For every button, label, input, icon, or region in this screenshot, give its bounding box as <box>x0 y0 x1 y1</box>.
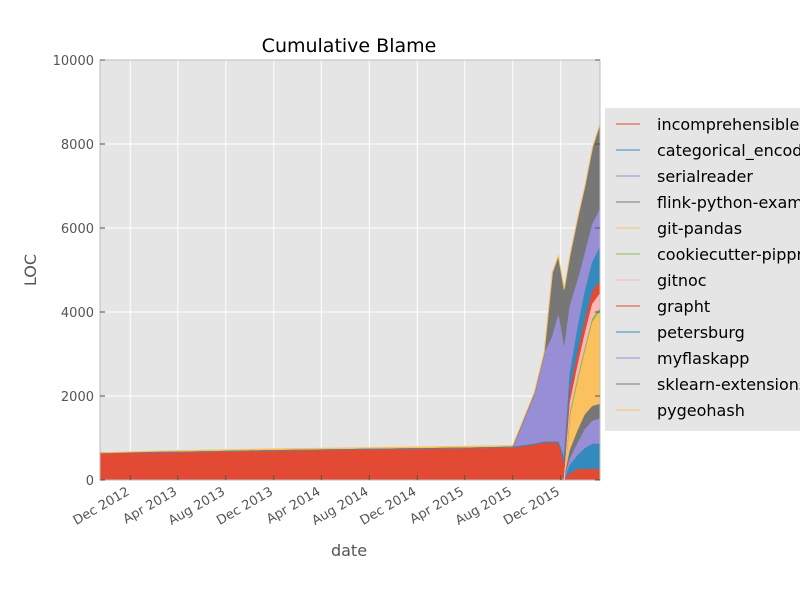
legend-label: incomprehensible <box>657 115 799 134</box>
legend-label: gitnoc <box>657 271 707 290</box>
legend-label: sklearn-extensions <box>657 375 800 394</box>
x-tick-label: Dec 2012 <box>71 484 133 528</box>
area-myflaskapp <box>100 209 600 459</box>
legend-label: categorical_encoders <box>657 141 800 161</box>
legend-label: pygeohash <box>657 401 745 420</box>
y-axis-title: LOC <box>21 254 40 286</box>
legend-label: cookiecutter-pipproject <box>657 245 800 264</box>
legend-label: grapht <box>657 297 710 316</box>
legend-label: git-pandas <box>657 219 742 238</box>
y-tick-label: 4000 <box>61 306 94 321</box>
legend-label: flink-python-examples <box>657 193 800 212</box>
y-tick-label: 0 <box>86 474 94 489</box>
grid <box>100 59 600 481</box>
legend-label: myflaskapp <box>657 349 749 368</box>
line-pygeohash <box>99 123 601 454</box>
area-grapht <box>100 281 600 480</box>
y-tick-label: 8000 <box>61 138 94 153</box>
x-axis-title: date <box>331 541 367 560</box>
legend-label: petersburg <box>657 323 745 342</box>
y-tick-label: 10000 <box>53 54 94 69</box>
y-tick-label: 2000 <box>61 390 94 405</box>
legend-box <box>605 108 800 431</box>
legend-label: serialreader <box>657 167 753 186</box>
plot-background <box>100 60 600 480</box>
plot-frame <box>99 59 601 481</box>
y-tick-label: 6000 <box>61 222 94 237</box>
chart-title: Cumulative Blame <box>262 35 437 57</box>
legend: incomprehensible categorical_encodersseri… <box>605 108 800 431</box>
